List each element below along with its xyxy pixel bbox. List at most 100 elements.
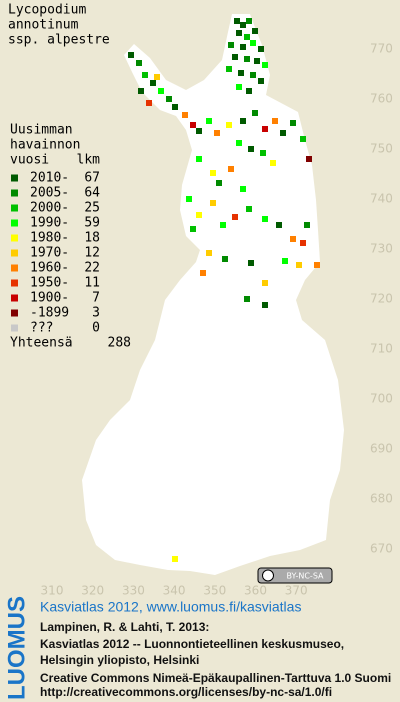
footer-link[interactable]: Kasviatlas 2012, www.luomus.fi/kasviatla…	[40, 599, 301, 615]
occurrence-square	[248, 146, 254, 152]
legend-label: -1899	[30, 306, 69, 321]
legend-count: 64	[84, 186, 100, 201]
occurrence-square	[172, 104, 178, 110]
legend-count: 67	[84, 171, 100, 186]
citation: Helsingin yliopisto, Helsinki	[40, 653, 199, 667]
occurrence-square	[244, 296, 250, 302]
legend-swatch	[11, 309, 18, 317]
occurrence-square	[246, 18, 252, 24]
legend-swatch	[11, 324, 18, 332]
occurrence-square	[244, 56, 250, 62]
occurrence-square	[154, 74, 160, 80]
legend-label: ???	[30, 321, 53, 336]
legend-total-label: Yhteensä	[10, 336, 73, 351]
legend-label: 2000-	[30, 201, 69, 216]
occurrence-square	[186, 196, 192, 202]
occurrence-square	[258, 46, 264, 52]
legend-heading: Uusimman	[10, 123, 73, 138]
citation: Lampinen, R. & Lahti, T. 2013:	[40, 620, 209, 634]
y-tick-label: 690	[370, 442, 393, 456]
occurrence-square	[254, 58, 260, 64]
occurrence-square	[206, 118, 212, 124]
legend-swatch	[11, 189, 18, 197]
occurrence-square	[226, 66, 232, 72]
occurrence-square	[158, 88, 164, 94]
occurrence-square	[290, 120, 296, 126]
occurrence-square	[214, 130, 220, 136]
occurrence-square	[282, 258, 288, 264]
legend-label: 1960-	[30, 261, 69, 276]
legend-swatch	[11, 264, 18, 272]
occurrence-square	[236, 84, 242, 90]
legend-label: 1990-	[30, 216, 69, 231]
license-line: http://creativecommons.org/licenses/by-n…	[40, 685, 332, 699]
occurrence-square	[250, 72, 256, 78]
legend-heading: vuosi	[10, 153, 49, 168]
finland-outline	[82, 14, 344, 575]
legend-label: 1900-	[30, 291, 69, 306]
occurrence-square	[166, 96, 172, 102]
occurrence-square	[258, 78, 264, 84]
legend-count: 18	[84, 231, 100, 246]
license-badge: BY-NC-SA	[257, 567, 333, 584]
legend-count-heading: lkm	[77, 153, 101, 168]
occurrence-square	[196, 212, 202, 218]
occurrence-square	[136, 60, 142, 66]
occurrence-square	[252, 28, 258, 34]
occurrence-square	[232, 54, 238, 60]
occurrence-square	[228, 42, 234, 48]
legend-swatch	[11, 219, 18, 227]
legend-label: 1980-	[30, 231, 69, 246]
y-tick-label: 670	[370, 542, 393, 556]
occurrence-square	[272, 118, 278, 124]
license-text: BY-NC-SA	[286, 572, 324, 581]
occurrence-square	[150, 80, 156, 86]
legend-count: 11	[84, 276, 100, 291]
occurrence-square	[232, 214, 238, 220]
occurrence-square	[236, 140, 242, 146]
occurrence-square	[142, 72, 148, 78]
x-tick-label: 360	[244, 584, 267, 598]
occurrence-square	[172, 556, 178, 562]
occurrence-square	[290, 236, 296, 242]
occurrence-square	[304, 222, 310, 228]
occurrence-square	[190, 122, 196, 128]
occurrence-square	[196, 156, 202, 162]
occurrence-square	[262, 126, 268, 132]
occurrence-square	[244, 34, 250, 40]
y-tick-label: 700	[370, 392, 393, 406]
occurrence-square	[210, 170, 216, 176]
occurrence-square	[246, 206, 252, 212]
occurrence-square	[206, 250, 212, 256]
legend-total: 288	[108, 336, 131, 351]
occurrence-square	[280, 130, 286, 136]
occurrence-square	[210, 200, 216, 206]
occurrence-square	[138, 88, 144, 94]
logo: LUOMUS	[3, 596, 30, 700]
occurrence-square	[234, 18, 240, 24]
x-tick-label: 320	[81, 584, 104, 598]
occurrence-square	[314, 262, 320, 268]
occurrence-square	[228, 166, 234, 172]
occurrence-square	[200, 270, 206, 276]
occurrence-square	[300, 136, 306, 142]
occurrence-square	[240, 186, 246, 192]
occurrence-square	[296, 262, 302, 268]
x-tick-label: 330	[122, 584, 145, 598]
occurrence-square	[190, 226, 196, 232]
y-tick-label: 750	[370, 142, 393, 156]
occurrence-square	[262, 302, 268, 308]
legend-swatch	[11, 294, 18, 302]
y-tick-label: 770	[370, 42, 393, 56]
legend-label: 2005-	[30, 186, 69, 201]
occurrence-square	[220, 222, 226, 228]
occurrence-square	[262, 216, 268, 222]
occurrence-square	[238, 70, 244, 76]
x-tick-label: 310	[41, 584, 64, 598]
occurrence-square	[270, 160, 276, 166]
legend-label: 1970-	[30, 246, 69, 261]
y-tick-label: 740	[370, 192, 393, 206]
x-tick-label: 370	[285, 584, 308, 598]
occurrence-square	[260, 150, 266, 156]
x-tick-label: 350	[203, 584, 226, 598]
